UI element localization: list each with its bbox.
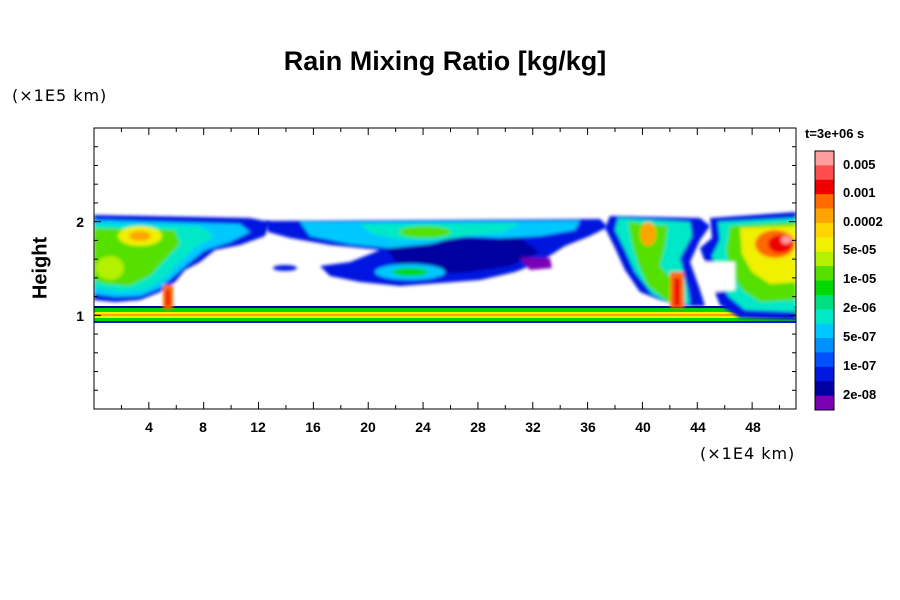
colorbar-labels: 0.005 0.001 0.0002 5e-05 1e-05 2e-06 5e-…: [843, 157, 883, 402]
x-tick-label: 28: [470, 419, 486, 435]
colorbar-label: 2e-06: [843, 300, 876, 315]
colorbar-swatch: [815, 208, 834, 224]
x-axis-unit: (×1E4 km): [700, 444, 796, 463]
x-tick-label: 32: [525, 419, 541, 435]
colorbar-label: 1e-07: [843, 358, 876, 373]
right-tower-top-core: [640, 222, 656, 246]
y-tick-label: 1: [76, 308, 84, 324]
x-tick-label: 20: [360, 419, 376, 435]
x-tick-label: 48: [745, 419, 761, 435]
y-tick-labels: 1 2: [76, 214, 84, 324]
colorbar-label: 2e-08: [843, 387, 876, 402]
colorbar-frame: [814, 150, 835, 411]
rain-band-core: [94, 314, 796, 316]
rain-band-top-edge: [94, 306, 796, 308]
left-cloud-hot: [129, 231, 151, 241]
x-tick-label: 36: [580, 419, 596, 435]
axis-ticks: [94, 128, 796, 409]
rain-band-bottom-edge: [94, 321, 796, 323]
plot-frame: [93, 127, 797, 410]
colorbar-swatch: [815, 237, 834, 253]
colorbar-swatch: [815, 338, 834, 353]
colorbar-swatch: [815, 194, 834, 210]
colorbar-time-label: t=3e+06 s: [805, 126, 865, 141]
colorbar-label: 5e-05: [843, 242, 876, 257]
x-tick-label: 8: [199, 419, 207, 435]
x-tick-label: 44: [690, 419, 706, 435]
center-cloud-core: [399, 226, 451, 238]
colorbar-label: 0.0002: [843, 214, 883, 229]
colorbar-swatch: [815, 280, 834, 296]
center-right-tail: [520, 258, 552, 270]
colorbar-swatch: [815, 266, 834, 281]
colorbar-swatch: [815, 294, 834, 310]
x-tick-label: 40: [635, 419, 651, 435]
colorbar-label: 1e-05: [843, 271, 876, 286]
x-tick-label: 4: [145, 419, 153, 435]
y-tick-label: 2: [76, 214, 84, 230]
x-tick-labels: 4 8 12 16 20 24 28 32 36 40 44 48: [145, 419, 761, 435]
colorbar-label: 0.005: [843, 157, 876, 172]
colorbar-label: 5e-07: [843, 329, 876, 344]
colorbar-swatch: [815, 366, 834, 382]
center-small-blob: [273, 265, 297, 271]
chart-title: Rain Mixing Ratio [kg/kg]: [283, 46, 607, 76]
x-tick-label: 24: [415, 419, 431, 435]
colorbar-swatch: [815, 151, 834, 166]
colorbar-swatch: [815, 352, 834, 368]
colorbar-swatch: [815, 165, 834, 181]
colorbar-swatch: [815, 381, 834, 397]
colorbar-swatch: [815, 222, 834, 238]
x-tick-label: 12: [250, 419, 266, 435]
far-right-peak: [781, 236, 791, 244]
colorbar-swatch: [815, 309, 834, 325]
center-lower-blob-core: [392, 268, 428, 276]
colorbar-swatch: [815, 395, 834, 411]
colorbar: [815, 151, 834, 411]
colorbar-label: 0.001: [843, 185, 876, 200]
left-rain-shaft-core: [166, 290, 170, 306]
x-tick-label: 16: [305, 419, 321, 435]
colorbar-swatch: [815, 251, 834, 267]
field-layer: [94, 212, 796, 323]
colorbar-swatch: [815, 323, 834, 339]
colorbar-swatch: [815, 179, 834, 195]
left-cloud-core2: [96, 256, 124, 280]
right-tower-shaft-core: [674, 278, 680, 306]
y-axis-unit: (×1E5 km): [12, 86, 108, 105]
far-right-gap: [700, 262, 735, 292]
